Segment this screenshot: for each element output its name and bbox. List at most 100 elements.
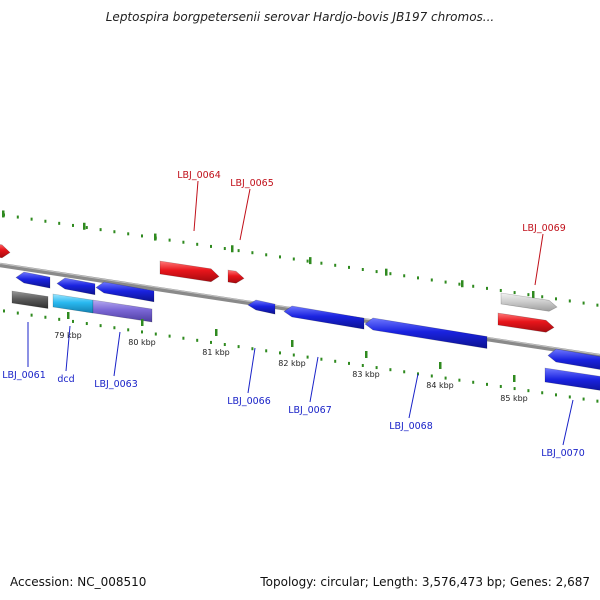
tick-dot <box>30 217 33 221</box>
tick-dot <box>472 284 475 288</box>
kbp-tick-label: 85 kbp <box>500 394 528 403</box>
tick-dot <box>472 380 475 384</box>
tick-dot <box>127 232 130 236</box>
kbp-tick-label: 82 kbp <box>278 359 306 368</box>
tick-dot <box>348 361 350 365</box>
tick-dot <box>99 324 102 328</box>
leader-LBJ_0067 <box>309 356 319 403</box>
gene-label-LBJ_0068: LBJ_0068 <box>389 421 433 432</box>
tick-dot <box>458 378 461 382</box>
kbp-tick-mark <box>513 375 516 382</box>
tick-dot <box>292 353 295 357</box>
leader-LBJ_0069 <box>534 233 544 286</box>
tick-dot <box>154 332 157 336</box>
gene-LBJ_0061 <box>15 271 51 289</box>
tick-dot <box>486 382 488 386</box>
gene-label-LBJ_0061: LBJ_0061 <box>2 370 46 381</box>
genes-layer <box>0 244 600 391</box>
tick-dot <box>210 340 212 344</box>
tick-dot <box>127 328 130 332</box>
gene-dcd-shape <box>56 277 96 296</box>
kbp-tick-mark <box>141 319 144 326</box>
tick-dot <box>417 372 419 376</box>
tick-dot <box>16 311 19 315</box>
tick-dot <box>210 244 212 248</box>
tick-dot <box>237 345 240 349</box>
kbp-tick-label: 84 kbp <box>426 381 454 390</box>
tick-dot <box>279 351 281 355</box>
tick-dot <box>389 272 392 276</box>
leader-LBJ_0065 <box>239 188 251 241</box>
tick-dot <box>582 397 585 401</box>
tick-dot <box>458 282 461 286</box>
gene-LBJ_0063-feature <box>92 299 153 323</box>
gene-LBJ_0069-feature <box>500 292 558 312</box>
labels-layer: LBJ_0061 dcd LBJ_0063 LBJ_0064 LBJ_0065 LBJ_0… <box>2 170 585 459</box>
gene-LBJ_0069-feature-shape <box>500 292 558 312</box>
gene-edge-left <box>0 244 11 259</box>
tick-dot <box>113 230 116 234</box>
gene-label-LBJ_0065: LBJ_0065 <box>230 178 274 189</box>
tick-dot <box>555 393 557 397</box>
tick-mark <box>83 222 86 230</box>
tick-dot <box>279 255 281 259</box>
tick-dot <box>306 355 309 359</box>
tick-dot <box>306 259 309 263</box>
tick-dot <box>265 253 268 257</box>
kbp-tick-mark <box>439 362 442 369</box>
gene-edge-left-shape <box>0 244 11 259</box>
tick-dot <box>99 228 102 232</box>
tick-dot <box>361 363 364 367</box>
tick-dot <box>3 309 5 313</box>
tick-dot <box>568 395 571 399</box>
gene-LBJ_0061-shape <box>15 271 51 289</box>
tick-mark <box>385 268 388 276</box>
gene-LBJ_0061-feature <box>11 290 49 309</box>
tick-mark <box>532 291 535 299</box>
tick-dot <box>113 326 116 330</box>
tick-dot <box>403 274 406 278</box>
tick-dot <box>444 376 447 380</box>
gene-LBJ_0068 <box>364 317 488 349</box>
tick-dot <box>513 387 516 391</box>
tick-dot <box>527 293 530 297</box>
tick-dot <box>513 291 516 295</box>
tick-dot <box>430 278 433 282</box>
tick-dot <box>430 374 433 378</box>
tick-dot <box>361 267 364 271</box>
gene-LBJ_0064 <box>159 260 220 283</box>
tick-dot <box>375 366 378 370</box>
tick-dot <box>251 347 254 351</box>
tick-dot <box>251 251 254 255</box>
tick-dot <box>182 336 185 340</box>
kbp-tick-mark <box>365 351 368 358</box>
gene-LBJ_0061-feature-shape <box>11 290 49 309</box>
tick-dot <box>237 249 240 253</box>
tick-dot <box>417 276 419 280</box>
tick-dot <box>596 303 599 307</box>
tick-dot <box>375 270 378 274</box>
gene-dcd-feature-shape <box>52 293 94 314</box>
tick-dot <box>444 280 447 284</box>
tick-dot <box>141 234 143 238</box>
tick-dot <box>596 399 599 403</box>
tick-dot <box>568 299 571 303</box>
map-title: Leptospira borgpetersenii serovar Hardjo… <box>105 10 495 24</box>
gene-LBJ_0070-shape <box>547 348 600 370</box>
kbp-tick-label: 79 kbp <box>54 331 82 340</box>
gene-label-LBJ_0070: LBJ_0070 <box>541 448 585 459</box>
tick-dot <box>58 317 61 321</box>
gene-LBJ_0063-feature-shape <box>92 299 153 323</box>
tick-dot <box>141 330 143 334</box>
gene-LBJ_0063 <box>95 281 155 303</box>
gene-dcd <box>56 277 96 296</box>
tick-dot <box>85 322 88 326</box>
gene-LBJ_0066-shape <box>247 299 276 315</box>
gene-LBJ_0069-shape <box>497 312 555 333</box>
leader-LBJ_0066 <box>247 347 256 394</box>
tick-mark <box>309 257 312 265</box>
tick-dot <box>320 261 323 265</box>
tick-dot <box>320 357 323 361</box>
gene-LBJ_0070 <box>547 348 600 370</box>
